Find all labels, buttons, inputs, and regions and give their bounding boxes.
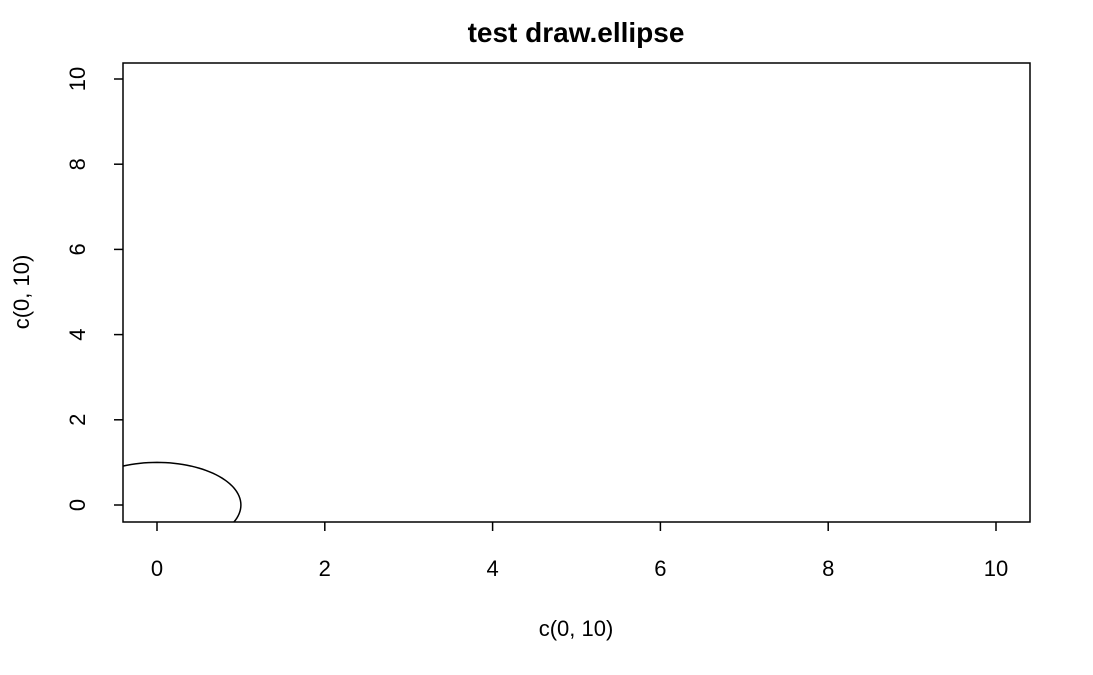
x-axis: 0 2 4 6 8 10 xyxy=(151,522,1008,581)
x-tick-label: 6 xyxy=(654,556,666,581)
x-tick-label: 8 xyxy=(822,556,834,581)
y-tick-label: 10 xyxy=(65,67,90,91)
y-tick-label: 2 xyxy=(65,414,90,426)
x-tick-label: 4 xyxy=(486,556,498,581)
x-tick-label: 10 xyxy=(984,556,1008,581)
x-axis-label: c(0, 10) xyxy=(539,616,614,641)
ellipse-curve xyxy=(123,461,242,522)
y-axis-label: c(0, 10) xyxy=(9,255,34,330)
y-axis: 0 2 4 6 8 10 xyxy=(65,67,123,511)
chart-title: test draw.ellipse xyxy=(468,17,685,48)
x-tick-label: 0 xyxy=(151,556,163,581)
plot-frame xyxy=(122,62,1031,523)
y-tick-label: 6 xyxy=(65,243,90,255)
y-tick-label: 8 xyxy=(65,158,90,170)
y-tick-label: 4 xyxy=(65,328,90,340)
y-tick-label: 0 xyxy=(65,499,90,511)
x-tick-label: 2 xyxy=(319,556,331,581)
